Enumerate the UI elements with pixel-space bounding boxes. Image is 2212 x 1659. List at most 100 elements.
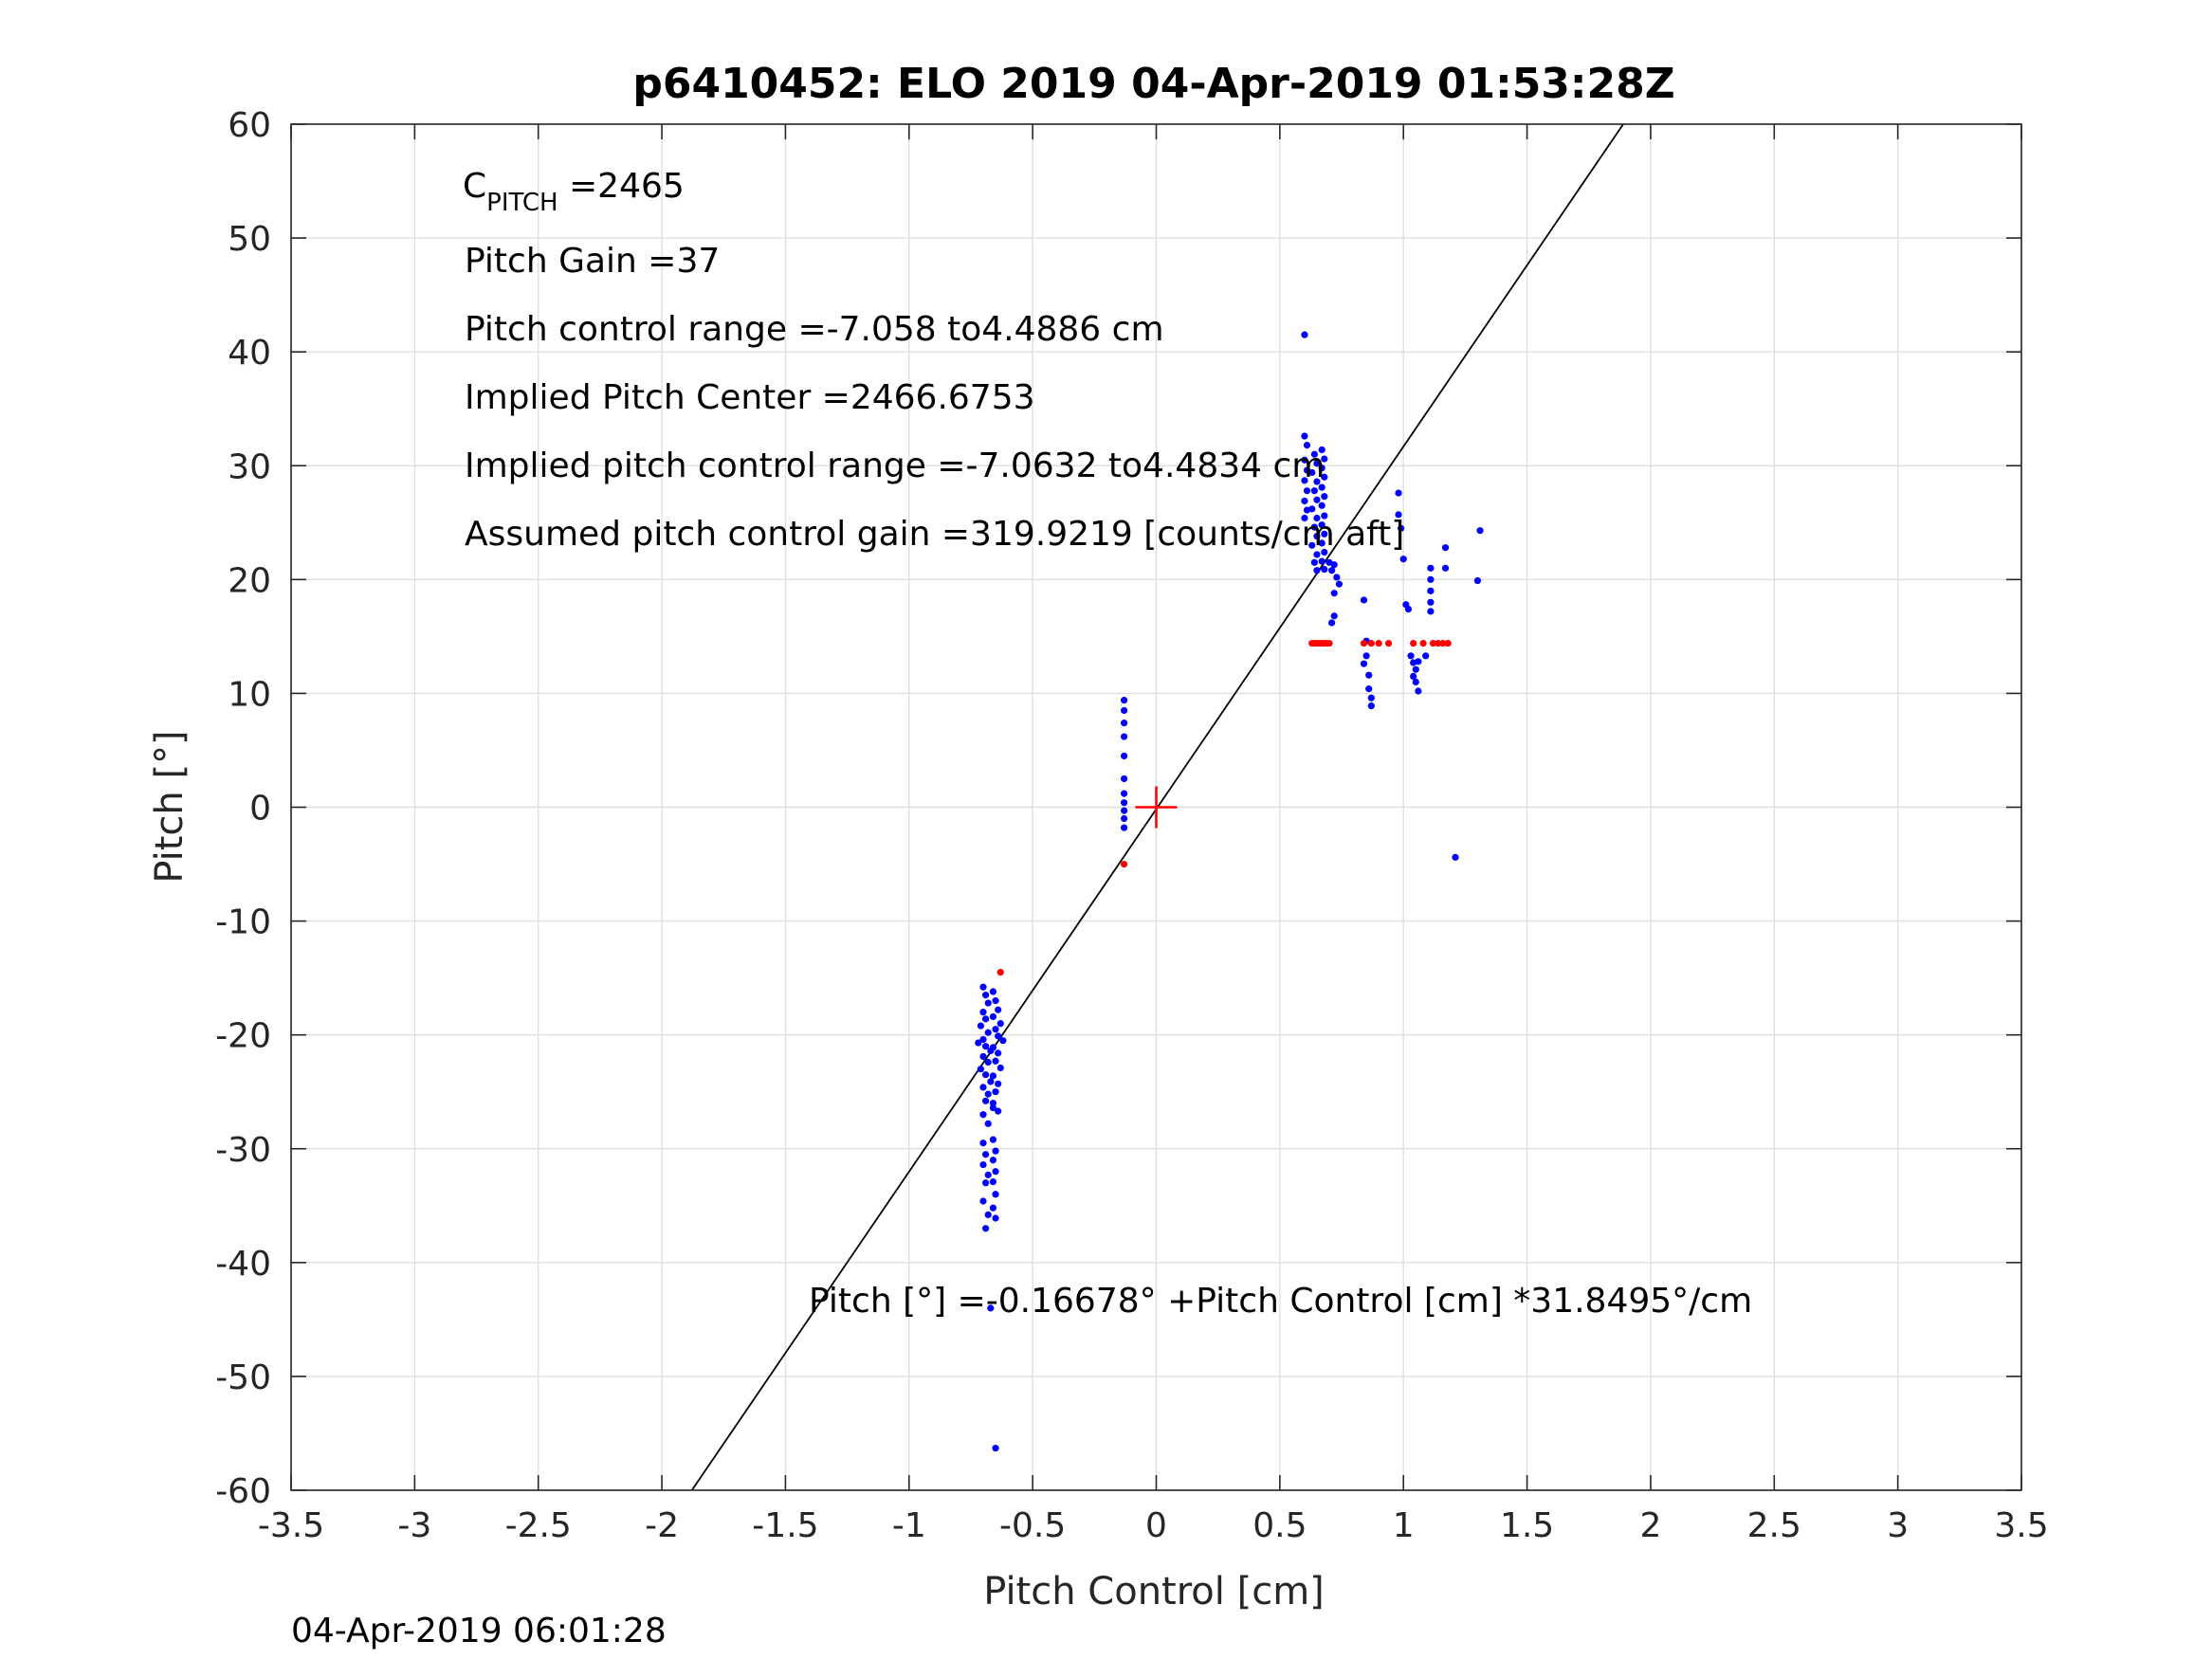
data-point-blue (995, 1107, 1002, 1115)
scatter-points (975, 331, 1484, 1452)
data-point-blue (1308, 468, 1316, 477)
cpitch-value: =2465 (558, 167, 685, 206)
data-point-blue (1313, 533, 1321, 540)
data-point-blue (1301, 514, 1308, 522)
data-point-blue (1422, 652, 1430, 660)
y-tick-label: -60 (215, 1472, 271, 1511)
data-point-blue (992, 1168, 999, 1176)
data-point-blue (1412, 678, 1419, 686)
data-point-blue (1318, 521, 1325, 529)
data-point-blue (1330, 590, 1338, 597)
annotation-pitch-control-range: Pitch control range =-7.058 to4.4886 cm (465, 310, 1164, 349)
x-tick-label: 1.5 (1500, 1506, 1554, 1545)
data-point-blue (1330, 561, 1338, 569)
data-point-blue (1410, 672, 1417, 681)
cpitch-letter: C (463, 167, 486, 206)
data-point-blue (979, 1009, 987, 1016)
data-point-blue (984, 999, 992, 1007)
x-tick-label: -1 (892, 1506, 926, 1545)
data-point-blue (999, 1037, 1007, 1045)
y-tick-label: 40 (228, 334, 271, 373)
y-tick-label: -20 (215, 1017, 271, 1056)
data-point-blue (992, 1191, 999, 1198)
data-point-blue (1412, 665, 1419, 673)
x-axis-label: Pitch Control [cm] (983, 1570, 1325, 1613)
x-tick-label: 0 (1145, 1506, 1167, 1545)
data-point-blue (1313, 496, 1321, 503)
data-point-blue (995, 1080, 1002, 1087)
data-point-blue (1452, 853, 1459, 861)
data-point-blue (979, 1111, 987, 1119)
data-point-blue (1310, 487, 1318, 495)
data-point-blue (1321, 512, 1328, 520)
data-point-blue (1301, 477, 1308, 484)
data-point-blue (979, 1160, 987, 1169)
data-point-blue (1301, 331, 1308, 338)
data-point-blue (979, 1035, 987, 1044)
data-point-blue (1308, 505, 1316, 513)
y-tick-label: -30 (215, 1131, 271, 1170)
data-point-blue (1360, 596, 1368, 604)
data-point-blue (1321, 455, 1328, 463)
data-point-red (1325, 639, 1333, 647)
data-point-blue (982, 1097, 990, 1104)
data-point-blue (1121, 697, 1128, 704)
data-point-blue (979, 1084, 987, 1091)
data-point-red (1429, 639, 1437, 647)
data-point-blue (1415, 658, 1422, 665)
y-tick-label: 0 (249, 790, 271, 829)
data-point-blue (1301, 432, 1308, 440)
data-point-blue (982, 1015, 990, 1023)
data-point-blue (1313, 514, 1321, 522)
data-point-blue (989, 1136, 997, 1143)
data-point-blue (982, 1043, 990, 1050)
data-point-blue (1395, 511, 1402, 519)
data-point-blue (989, 1204, 997, 1212)
data-point-blue (1360, 660, 1368, 667)
y-axis-label: Pitch [°] (148, 730, 192, 883)
x-tick-label: -2 (645, 1506, 679, 1545)
cpitch-subscript: PITCH (486, 189, 558, 217)
data-point-blue (979, 1139, 987, 1147)
annotation-fit-equation: Pitch [°] =-0.16678° +Pitch Control [cm]… (809, 1282, 1752, 1321)
data-point-blue (1121, 790, 1128, 797)
data-point-blue (1318, 483, 1325, 491)
data-point-blue (1121, 720, 1128, 727)
data-point-blue (977, 1022, 984, 1030)
footer-timestamp: 04-Apr-2019 06:01:28 (291, 1612, 667, 1650)
data-point-blue (1308, 541, 1316, 549)
data-point-blue (1321, 493, 1328, 501)
x-tick-label: -0.5 (999, 1506, 1066, 1545)
data-point-blue (1362, 652, 1370, 660)
y-tick-label: 20 (228, 561, 271, 600)
data-point-blue (1303, 487, 1311, 495)
data-point-blue (1395, 489, 1402, 497)
data-point-blue (1301, 456, 1308, 464)
x-tick-label: 2 (1639, 1506, 1661, 1545)
data-point-blue (995, 1006, 1002, 1013)
data-point-blue (979, 983, 987, 991)
data-point-blue (995, 1032, 1002, 1040)
x-tick-label: -3.5 (258, 1506, 324, 1545)
data-point-blue (989, 1100, 997, 1107)
data-point-blue (984, 1029, 992, 1036)
y-tick-label: 60 (228, 106, 271, 145)
data-point-red (1121, 860, 1128, 868)
data-point-blue (1301, 497, 1308, 505)
data-point-blue (1365, 671, 1373, 679)
data-point-blue (1427, 564, 1435, 572)
x-axis-ticks: -3.5 -3 -2.5 -2 -1.5 -1 -0.5 0 0.5 1 1.5 2 2.5 3 3.5 (258, 124, 2049, 1545)
data-point-blue (1407, 652, 1415, 660)
x-tick-label: -3 (397, 1506, 431, 1545)
data-point-blue (1121, 706, 1128, 715)
data-point-red (1375, 639, 1382, 647)
data-point-blue (1310, 558, 1318, 566)
data-point-blue (1121, 799, 1128, 807)
data-point-blue (1313, 551, 1321, 558)
y-tick-label: 30 (228, 447, 271, 486)
data-point-blue (995, 1049, 1002, 1057)
data-point-blue (979, 1052, 987, 1061)
data-point-blue (989, 988, 997, 995)
data-point-red (1444, 639, 1452, 647)
data-point-blue (1427, 598, 1435, 606)
